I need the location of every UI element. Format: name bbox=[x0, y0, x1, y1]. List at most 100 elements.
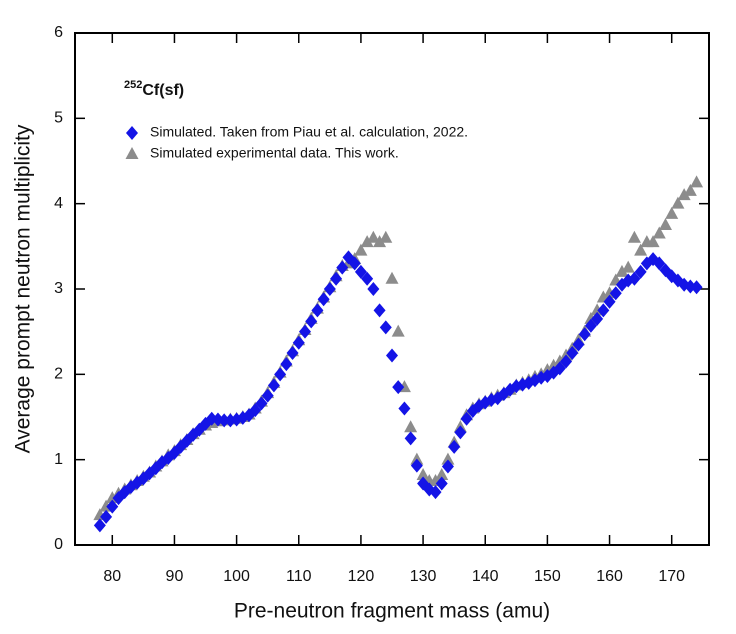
triangle-marker bbox=[354, 243, 368, 256]
x-tick-label: 120 bbox=[348, 568, 375, 585]
diamond-marker bbox=[591, 311, 604, 326]
triangle-marker bbox=[646, 235, 660, 248]
diamond-marker bbox=[690, 280, 703, 295]
diamond-marker bbox=[398, 401, 411, 416]
diamond-marker bbox=[379, 320, 392, 335]
x-tick-label: 80 bbox=[103, 568, 121, 585]
x-tick-label: 140 bbox=[472, 568, 499, 585]
diamond-marker bbox=[311, 303, 324, 318]
y-tick-label: 5 bbox=[54, 110, 63, 127]
x-tick-label: 100 bbox=[223, 568, 250, 585]
y-tick-label: 3 bbox=[54, 280, 63, 297]
triangle-marker bbox=[683, 183, 697, 196]
diamond-marker bbox=[386, 348, 398, 363]
diamond-marker bbox=[578, 327, 591, 342]
y-tick-label: 6 bbox=[54, 24, 63, 41]
triangle-marker bbox=[677, 188, 691, 201]
diamond-marker bbox=[404, 431, 417, 446]
annotation-sup: 252 bbox=[124, 79, 142, 91]
diamond-marker bbox=[653, 256, 666, 271]
y-tick-label: 4 bbox=[54, 195, 63, 212]
diamond-marker bbox=[348, 256, 361, 271]
triangle-marker bbox=[621, 260, 635, 273]
legend-label: Simulated experimental data. This work. bbox=[150, 145, 399, 161]
diamond-marker bbox=[330, 271, 343, 286]
triangle-marker bbox=[391, 324, 405, 337]
diamond-marker bbox=[373, 303, 386, 318]
diamond-marker bbox=[305, 314, 318, 329]
diamond-marker bbox=[361, 271, 374, 286]
triangle-marker bbox=[665, 206, 679, 219]
triangle-marker bbox=[658, 218, 672, 230]
y-tick-label: 0 bbox=[54, 536, 63, 553]
diamond-marker bbox=[317, 292, 330, 307]
y-tick-label: 1 bbox=[54, 451, 63, 468]
x-axis-title: Pre-neutron fragment mass (amu) bbox=[234, 600, 550, 623]
diamond-marker bbox=[274, 367, 287, 382]
diamond-marker bbox=[566, 346, 579, 360]
x-tick-label: 90 bbox=[166, 568, 184, 585]
triangle-marker bbox=[385, 271, 399, 284]
diamond-marker bbox=[609, 286, 622, 301]
annotation: 252Cf(sf) bbox=[124, 79, 184, 99]
diamond-marker bbox=[336, 260, 349, 275]
diamond-marker bbox=[429, 485, 442, 500]
diamond-marker bbox=[100, 509, 113, 524]
diamond-marker bbox=[118, 485, 131, 500]
diamond-marker bbox=[298, 324, 311, 339]
triangle-marker bbox=[652, 226, 666, 239]
triangle-marker bbox=[373, 235, 387, 248]
diamond-marker bbox=[560, 354, 573, 369]
y-tick-label: 2 bbox=[54, 366, 63, 383]
diamond-marker bbox=[367, 282, 380, 296]
diamond-marker bbox=[460, 411, 473, 426]
legend-label: Simulated. Taken from Piau et al. calcul… bbox=[150, 124, 468, 140]
triangle-marker bbox=[379, 230, 393, 243]
diamond-marker bbox=[267, 378, 280, 393]
y-axis-title: Average prompt neutron multiplicity bbox=[12, 124, 35, 453]
x-tick-label: 170 bbox=[658, 568, 685, 585]
diamond-marker bbox=[126, 126, 138, 140]
diamond-marker bbox=[392, 380, 405, 395]
diamond-marker bbox=[255, 396, 268, 411]
x-tick-label: 160 bbox=[596, 568, 623, 585]
diamond-marker bbox=[323, 282, 336, 296]
triangle-marker bbox=[634, 243, 648, 256]
diamond-marker bbox=[218, 413, 231, 428]
annotation-text: Cf(sf) bbox=[142, 82, 184, 99]
triangle-marker bbox=[690, 175, 704, 188]
diamond-marker bbox=[93, 518, 106, 533]
triangle-marker bbox=[125, 147, 139, 159]
x-tick-label: 150 bbox=[534, 568, 561, 585]
triangle-marker bbox=[360, 235, 374, 248]
diamond-marker bbox=[441, 459, 454, 474]
triangle-marker bbox=[627, 230, 641, 243]
triangle-marker bbox=[404, 420, 418, 433]
diamond-marker bbox=[249, 403, 262, 418]
diamond-marker bbox=[410, 458, 423, 473]
diamond-marker bbox=[553, 361, 566, 376]
diamond-marker bbox=[454, 425, 467, 440]
triangle-marker bbox=[435, 468, 449, 481]
triangle-marker bbox=[441, 452, 455, 465]
diamond-marker bbox=[572, 337, 585, 352]
triangle-marker bbox=[615, 264, 629, 277]
diamond-marker bbox=[292, 335, 305, 350]
diamond-marker bbox=[354, 264, 367, 279]
diamond-marker bbox=[435, 476, 448, 491]
diamond-marker bbox=[634, 264, 647, 279]
diamond-marker bbox=[597, 303, 610, 318]
diamond-marker bbox=[106, 499, 119, 514]
diamond-marker bbox=[448, 439, 461, 454]
x-tick-label: 130 bbox=[410, 568, 437, 585]
x-tick-label: 110 bbox=[286, 568, 312, 585]
triangle-marker bbox=[671, 196, 685, 209]
diamond-marker bbox=[261, 388, 274, 403]
triangle-marker bbox=[366, 230, 380, 243]
diamond-marker bbox=[628, 271, 641, 286]
diamond-marker bbox=[280, 357, 293, 372]
diamond-marker bbox=[584, 318, 597, 333]
diamond-marker bbox=[603, 294, 616, 309]
triangle-marker bbox=[416, 468, 430, 481]
